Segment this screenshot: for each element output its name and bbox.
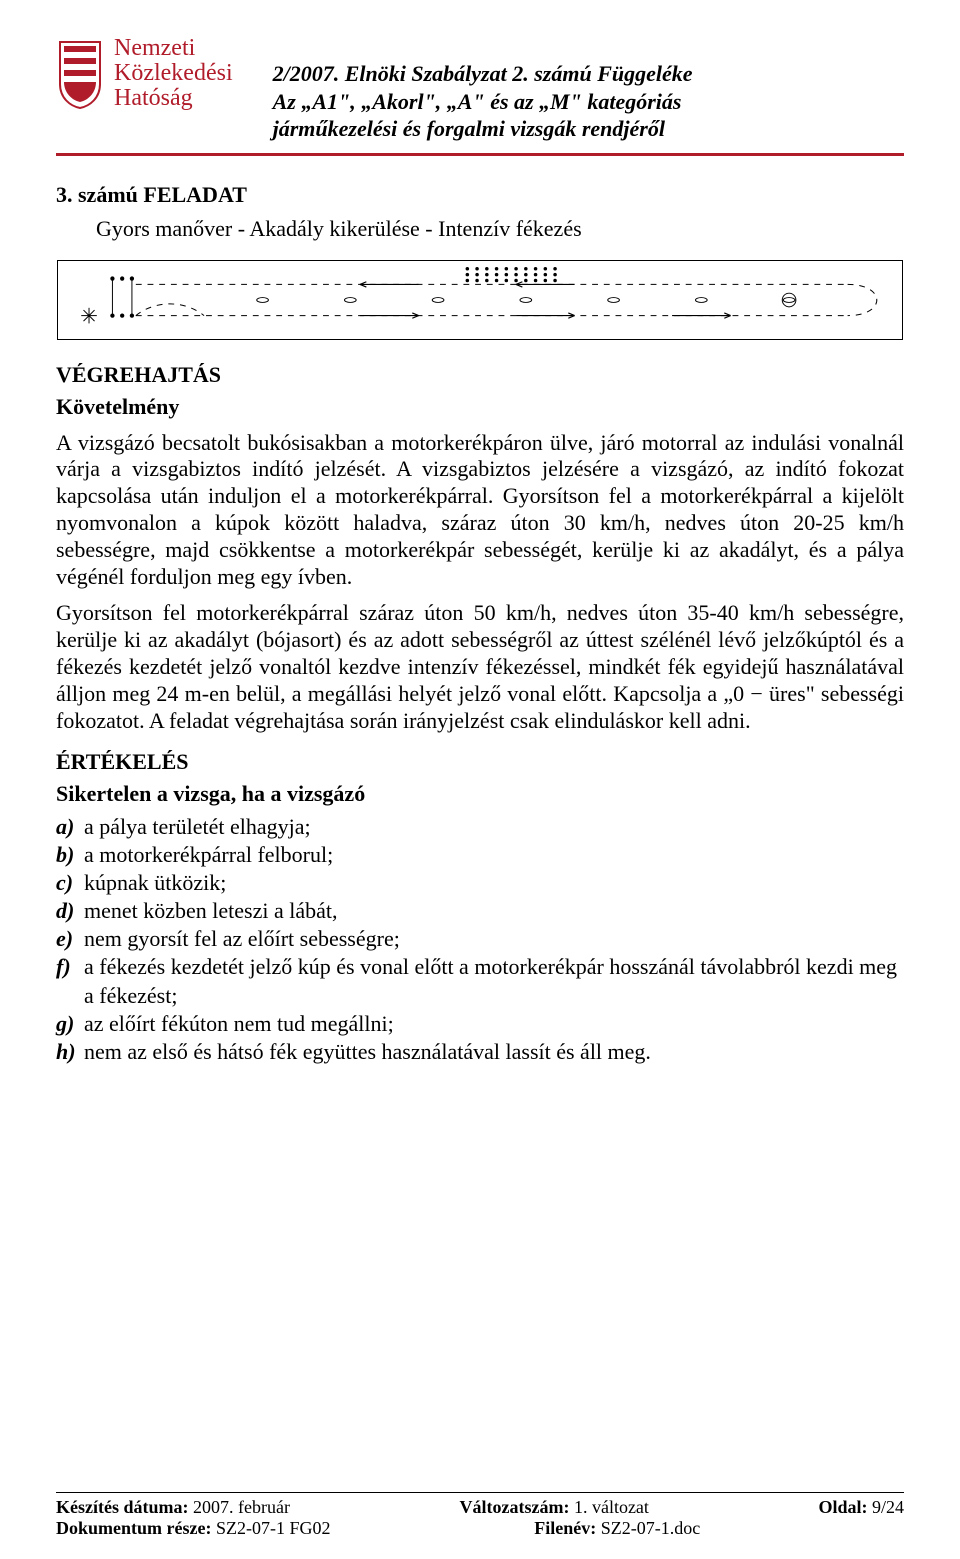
footer-value: SZ2-07-1 FG02	[216, 1518, 331, 1538]
page-header: Nemzeti Közlekedési Hatóság 2/2007. Elnö…	[56, 36, 904, 143]
list-marker: g)	[56, 1010, 84, 1038]
list-marker: d)	[56, 897, 84, 925]
header-rule	[56, 153, 904, 156]
list-item: g)az előírt fékúton nem tud megállni;	[56, 1010, 904, 1038]
list-item: h)nem az első és hátsó fék együttes hasz…	[56, 1038, 904, 1066]
org-name-line: Hatóság	[114, 86, 233, 111]
list-item: d) menet közben leteszi a lábát,	[56, 897, 904, 925]
footer-right: Oldal: 9/24	[818, 1497, 904, 1518]
list-item: f)a fékezés kezdetét jelző kúp és vonal …	[56, 953, 904, 1009]
footer-value: 9/24	[872, 1497, 904, 1517]
coat-of-arms-icon	[56, 38, 104, 110]
list-text: a pálya területét elhagyja;	[84, 813, 904, 841]
footer-value: SZ2-07-1.doc	[601, 1518, 700, 1538]
logo-block: Nemzeti Közlekedési Hatóság	[56, 36, 233, 112]
list-text: menet közben leteszi a lábát,	[84, 897, 904, 925]
footer-left: Készítés dátuma: 2007. február	[56, 1497, 290, 1518]
list-marker: b)	[56, 841, 84, 869]
footer-row-1: Készítés dátuma: 2007. február Változats…	[56, 1497, 904, 1518]
list-marker: h)	[56, 1038, 84, 1066]
section-sikertelen: Sikertelen a vizsga, ha a vizsgázó	[56, 781, 904, 807]
list-marker: c)	[56, 869, 84, 897]
list-text: az előírt fékúton nem tud megállni;	[84, 1010, 904, 1038]
org-name: Nemzeti Közlekedési Hatóság	[114, 36, 233, 112]
list-item: a)a pálya területét elhagyja;	[56, 813, 904, 841]
track-diagram	[57, 260, 903, 340]
footer-label: Változatszám:	[459, 1497, 573, 1517]
page-footer: Készítés dátuma: 2007. február Változats…	[56, 1492, 904, 1539]
header-title: 2/2007. Elnöki Szabályzat 2. számú Függe…	[253, 36, 904, 143]
footer-value: 2007. február	[193, 1497, 290, 1517]
fail-criteria-list: a)a pálya területét elhagyja;b)a motorke…	[56, 813, 904, 1066]
footer-mid: Változatszám: 1. változat	[459, 1497, 648, 1518]
list-item: e)nem gyorsít fel az előírt sebességre;	[56, 925, 904, 953]
section-kovetelmeny: Követelmény	[56, 394, 904, 420]
title-line: Az „A1", „Akorl", „A" és az „M" kategóri…	[273, 88, 904, 116]
requirement-paragraph-2: Gyorsítson fel motorkerékpárral száraz ú…	[56, 600, 904, 734]
section-vegrehajtas: VÉGREHAJTÁS	[56, 362, 904, 388]
footer-label: Készítés dátuma:	[56, 1497, 193, 1517]
list-marker: a)	[56, 813, 84, 841]
list-marker: e)	[56, 925, 84, 953]
footer-rule	[56, 1492, 904, 1493]
list-text: nem gyorsít fel az előírt sebességre;	[84, 925, 904, 953]
list-text: nem az első és hátsó fék együttes haszná…	[84, 1038, 904, 1066]
task-number: 3. számú FELADAT	[56, 182, 904, 208]
footer-label: Oldal:	[818, 1497, 872, 1517]
requirement-paragraph-1: A vizsgázó becsatolt bukósisakban a moto…	[56, 430, 904, 591]
list-text: a fékezés kezdetét jelző kúp és vonal el…	[84, 953, 904, 1009]
org-name-line: Közlekedési	[114, 61, 233, 86]
footer-label: Filenév:	[534, 1518, 600, 1538]
footer-mid: Filenév: SZ2-07-1.doc	[534, 1518, 700, 1539]
title-line: 2/2007. Elnöki Szabályzat 2. számú Függe…	[273, 60, 904, 88]
list-item: b)a motorkerékpárral felborul;	[56, 841, 904, 869]
title-line: járműkezelési és forgalmi vizsgák rendjé…	[273, 115, 904, 143]
section-ertekeles: ÉRTÉKELÉS	[56, 749, 904, 775]
footer-row-2: Dokumentum része: SZ2-07-1 FG02 Filenév:…	[56, 1518, 904, 1539]
footer-value: 1. változat	[574, 1497, 649, 1517]
list-marker: f)	[56, 953, 84, 981]
org-name-line: Nemzeti	[114, 36, 233, 61]
task-subtitle: Gyors manőver - Akadály kikerülése - Int…	[56, 216, 904, 242]
list-item: c)kúpnak ütközik;	[56, 869, 904, 897]
list-text: a motorkerékpárral felborul;	[84, 841, 904, 869]
list-text: kúpnak ütközik;	[84, 869, 904, 897]
footer-label: Dokumentum része:	[56, 1518, 216, 1538]
footer-left: Dokumentum része: SZ2-07-1 FG02	[56, 1518, 331, 1539]
